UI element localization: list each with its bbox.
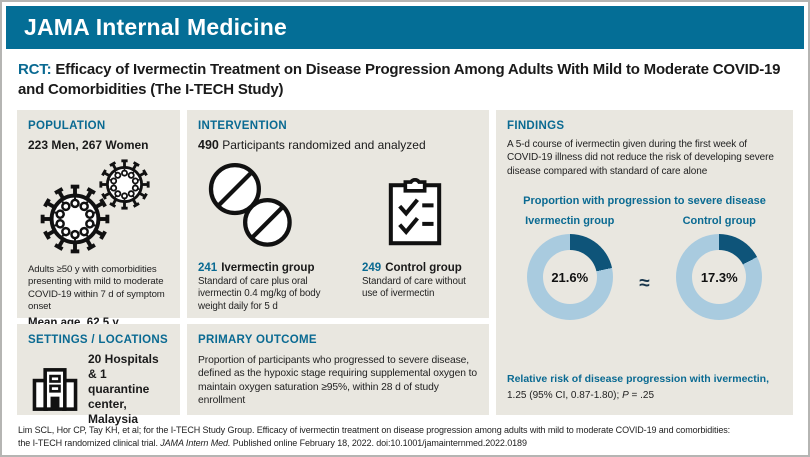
settings-text: 20 Hospitals & 1 quarantine center, Mala… <box>88 351 159 426</box>
participants-label: Participants randomized and analyzed <box>222 137 426 152</box>
study-title: RCT: Efficacy of Ivermectin Treatment on … <box>6 49 796 110</box>
primary-outcome-heading: PRIMARY OUTCOME <box>198 333 317 346</box>
relative-risk-value: 1.25 (95% CI, 0.87-1.80); <box>507 389 623 401</box>
participants-total: 490 <box>198 137 219 152</box>
primary-outcome-text: Proportion of participants who progresse… <box>198 354 477 407</box>
intervention-groups: 241 Ivermectin group Standard of care plu… <box>198 262 478 315</box>
ivermectin-n: 241 <box>198 261 218 274</box>
hospital-icon <box>32 367 78 411</box>
population-counts: 223 Men, 267 Women <box>28 137 149 152</box>
control-donut: 17.3% <box>676 234 763 320</box>
relative-risk: Relative risk of disease progression wit… <box>507 373 782 405</box>
ivermectin-detail: Standard of care plus oral ivermectin 0.… <box>198 275 321 313</box>
citation: Lim SCL, Hor CP, Tay KH, et al; for the … <box>6 415 804 450</box>
p-symbol: P <box>622 389 629 401</box>
findings-heading: FINDINGS <box>507 119 565 132</box>
control-donut-col: Control group 17.3% <box>657 215 783 320</box>
population-box: POPULATION 223 Men, 267 Women Adults ≥50… <box>17 109 180 329</box>
pills-icon <box>208 162 292 247</box>
control-detail: Standard of care without use of ivermect… <box>362 275 466 300</box>
ivermectin-name: Ivermectin group <box>221 261 315 274</box>
journal-abbrev: JAMA Intern Med. <box>160 437 231 448</box>
findings-summary: A 5-d course of ivermectin given during … <box>507 138 774 177</box>
rct-tag: RCT: <box>18 61 52 78</box>
ivermectin-donut-label: Ivermectin group <box>525 215 615 227</box>
intervention-heading: INTERVENTION <box>198 119 288 132</box>
citation-line2: the I-TECH randomized clinical trial. JA… <box>18 437 527 448</box>
chart-title: Proportion with progression to severe di… <box>523 195 766 207</box>
intervention-box: INTERVENTION 490 Participants randomized… <box>187 109 489 318</box>
coronavirus-icon <box>40 184 110 253</box>
journal-title: JAMA Internal Medicine <box>24 14 287 40</box>
virus-illustration <box>34 156 169 258</box>
clipboard-checklist-icon <box>388 177 442 245</box>
ivermectin-percentage: 21.6% <box>551 269 589 285</box>
control-n: 249 <box>362 261 382 274</box>
intervention-icons <box>198 158 478 254</box>
participants-line: 490 Participants randomized and analyzed <box>198 138 478 152</box>
findings-box: FINDINGS A 5-d course of ivermectin give… <box>496 109 793 415</box>
donut-chart: Ivermectin group 21.6% ≈ Control group 1… <box>507 215 782 320</box>
masthead-bar: JAMA Internal Medicine <box>6 6 804 49</box>
content-grid: POPULATION 223 Men, 267 Women Adults ≥50… <box>17 109 793 426</box>
primary-outcome-box: PRIMARY OUTCOME Proportion of participan… <box>187 323 489 415</box>
relative-risk-label: Relative risk of disease progression wit… <box>507 372 770 385</box>
settings-heading: SETTINGS / LOCATIONS <box>28 333 168 346</box>
settings-box: SETTINGS / LOCATIONS 20 Hospitals & 1 qu… <box>17 323 180 426</box>
coronavirus-icon <box>99 158 150 210</box>
control-percentage: 17.3% <box>700 269 738 285</box>
ivermectin-donut-col: Ivermectin group 21.6% <box>507 215 633 320</box>
population-heading: POPULATION <box>28 119 106 132</box>
ivermectin-donut: 21.6% <box>526 234 613 320</box>
control-group: 249 Control group Standard of care withou… <box>362 262 478 315</box>
control-name: Control group <box>385 261 462 274</box>
p-value: = .25 <box>628 389 655 401</box>
study-title-text: Efficacy of Ivermectin Treatment on Dise… <box>18 61 781 99</box>
population-description: Adults ≥50 y with comorbidities presenti… <box>28 263 165 313</box>
ivermectin-group: 241 Ivermectin group Standard of care plu… <box>198 262 348 315</box>
citation-line1: Lim SCL, Hor CP, Tay KH, et al; for the … <box>18 424 731 435</box>
approximately-equal-symbol: ≈ <box>639 273 650 294</box>
control-donut-label: Control group <box>682 215 756 227</box>
